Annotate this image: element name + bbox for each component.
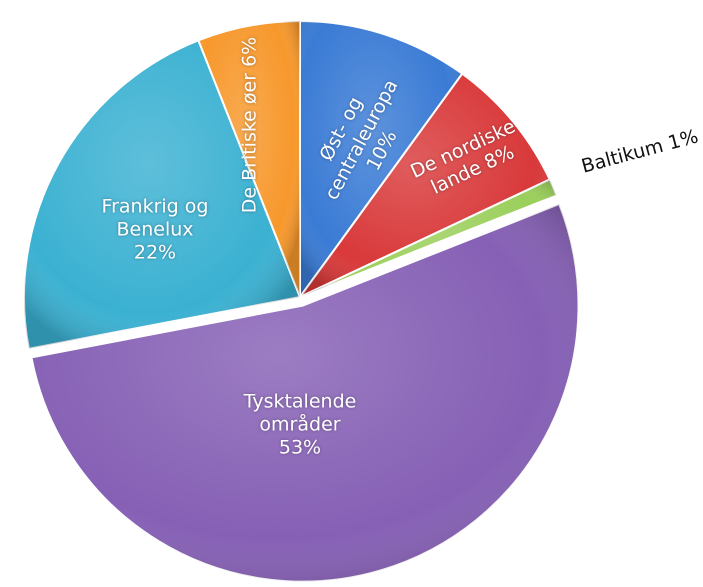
slice-label: De Britiske øer 6% <box>239 37 262 214</box>
category-name: De Britiske øer <box>238 72 261 214</box>
category-name: Frankrig og Benelux <box>101 195 209 241</box>
slice-label: Tysktalende områder 53% <box>235 391 365 460</box>
slice-label: Frankrig og Benelux 22% <box>90 196 220 265</box>
value-label: 53% <box>278 436 322 459</box>
category-name: Tysktalende områder <box>243 390 357 436</box>
value-label: 22% <box>133 241 177 264</box>
value-label: 6% <box>238 36 261 67</box>
